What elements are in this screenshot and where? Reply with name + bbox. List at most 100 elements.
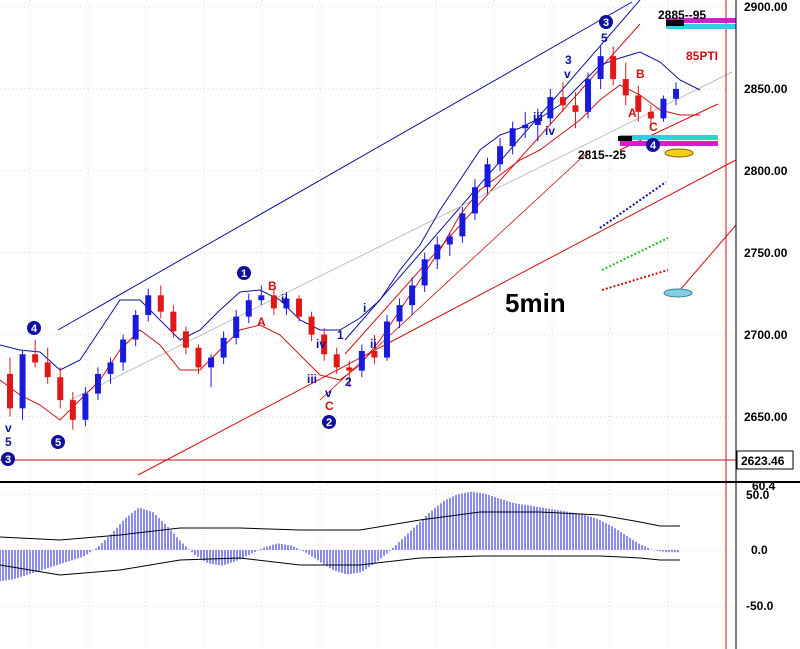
- wave-label: v: [564, 67, 571, 81]
- target-range-lower: 2815--25: [578, 148, 626, 162]
- circled-wave-1: 1: [237, 266, 251, 280]
- candle-body: [283, 298, 290, 309]
- candle-body: [559, 97, 566, 106]
- momentum-histogram: [0, 491, 679, 582]
- candle-body: [233, 316, 240, 338]
- candle-body: [572, 105, 579, 112]
- indicator-tick-label: 50.0: [746, 488, 770, 502]
- circled-wave-2: 2: [322, 415, 336, 429]
- candle-body: [57, 377, 64, 401]
- indicator-last-value: 60.4: [752, 479, 776, 493]
- wave-label: ii: [281, 292, 288, 306]
- candle-body: [44, 362, 51, 378]
- candle-body: [534, 118, 541, 125]
- candle-body: [371, 351, 378, 358]
- target-range-upper: 2885--95: [658, 8, 706, 22]
- svg-text:4: 4: [31, 323, 38, 335]
- histogram-signal-upper: [0, 511, 680, 541]
- wave-label: A: [628, 106, 637, 120]
- candle-body: [673, 88, 679, 99]
- indicator-tick-label: -50.0: [746, 599, 774, 613]
- circled-wave-4-right: 4: [646, 138, 660, 152]
- last-price-label: 2623.46: [741, 454, 785, 468]
- wave-label: B: [268, 279, 277, 293]
- wave-label: i: [363, 301, 366, 315]
- wave-label: 5: [601, 31, 608, 45]
- candle-body: [82, 393, 89, 420]
- candle-body: [308, 316, 315, 335]
- wave-label: A: [257, 315, 266, 329]
- circled-wave-3-top: 3: [599, 15, 613, 29]
- target-zones: [618, 18, 736, 298]
- candle-body: [32, 354, 39, 363]
- candle-body: [195, 347, 202, 368]
- candle-body: [333, 354, 340, 368]
- svg-text:3: 3: [5, 454, 11, 466]
- candle-body: [245, 300, 252, 317]
- candle-body: [296, 298, 303, 317]
- candle-body: [132, 314, 139, 340]
- candle-body: [446, 236, 453, 245]
- svg-text:4: 4: [650, 140, 657, 152]
- candle-body: [321, 334, 328, 355]
- wave-label: iv: [545, 124, 555, 138]
- y-tick-label: 2850.00: [744, 82, 788, 96]
- candle-body: [107, 362, 114, 374]
- candle-body: [94, 373, 101, 394]
- y-tick-label: 2900.00: [744, 0, 788, 14]
- candle-body: [220, 337, 227, 358]
- circled-wave-3-left: 3: [1, 452, 15, 466]
- candle-body: [647, 111, 654, 119]
- wave-label: 2: [345, 375, 352, 389]
- histogram-signal-lower: [0, 555, 680, 576]
- wave-label: ii: [370, 337, 377, 351]
- candle-body: [459, 213, 466, 237]
- svg-text:1: 1: [241, 268, 247, 280]
- candle-body: [270, 295, 277, 309]
- wave-label: 1: [337, 328, 344, 342]
- trend-lines: [0, 0, 737, 649]
- candle-body: [471, 187, 478, 214]
- candle-body: [547, 97, 554, 119]
- y-tick-label: 2800.00: [744, 164, 788, 178]
- candle-body: [497, 146, 504, 165]
- candle-body: [69, 400, 76, 420]
- wave-label: iii: [307, 372, 317, 386]
- wave-label: iii: [533, 110, 543, 124]
- candle-body: [622, 79, 629, 96]
- candle-body: [434, 244, 441, 260]
- candle-body: [610, 56, 617, 80]
- y-tick-label: 2750.00: [744, 246, 788, 260]
- circled-wave-5-left: 5: [51, 435, 65, 449]
- candle-body: [157, 295, 164, 312]
- candle-body: [509, 128, 516, 147]
- candle-body: [258, 295, 265, 301]
- candle-body: [660, 98, 667, 119]
- wave-label: C: [325, 399, 334, 413]
- lower-band: [0, 84, 700, 421]
- svg-text:5: 5: [55, 437, 61, 449]
- wave-label: 3: [565, 53, 572, 67]
- candle-body: [585, 79, 592, 112]
- candle-body: [597, 56, 604, 80]
- indicator-axis: 60.4 50.0 0.0 -50.0: [0, 479, 800, 649]
- candle-body: [409, 285, 416, 306]
- candle-body: [19, 354, 26, 409]
- indicator-grid: [0, 482, 736, 649]
- y-tick-label: 2650.00: [744, 410, 788, 424]
- indicator-tag: 85PTI: [686, 49, 718, 63]
- candle-body: [346, 367, 353, 371]
- svg-text:3: 3: [603, 17, 609, 29]
- wave-label: 5: [5, 435, 12, 449]
- candle-body: [358, 351, 365, 371]
- y-tick-label: 2700.00: [744, 328, 788, 342]
- candle-body: [522, 124, 529, 129]
- wave-label: C: [649, 120, 658, 134]
- price-axis: 2900.00 2850.00 2800.00 2750.00 2700.00 …: [735, 0, 794, 482]
- upper-band: [0, 51, 701, 371]
- candle-body: [383, 321, 390, 358]
- candle-body: [208, 357, 215, 368]
- candle-body: [120, 339, 127, 363]
- indicator-tag-bg: [684, 47, 720, 63]
